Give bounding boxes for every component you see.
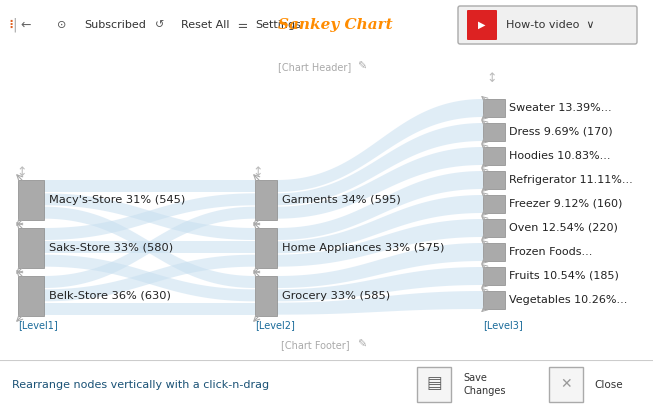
Text: Close: Close — [594, 380, 622, 389]
Polygon shape — [44, 241, 255, 253]
Polygon shape — [44, 303, 255, 315]
Polygon shape — [44, 255, 255, 301]
Text: How-to video  ∨: How-to video ∨ — [506, 20, 594, 30]
Text: Dress 9.69% (170): Dress 9.69% (170) — [509, 127, 613, 137]
Bar — [483, 195, 505, 213]
Polygon shape — [277, 123, 483, 205]
FancyBboxPatch shape — [467, 10, 497, 40]
Polygon shape — [44, 207, 255, 288]
Text: Sweater 13.39%...: Sweater 13.39%... — [509, 103, 612, 113]
Text: ↕: ↕ — [17, 166, 27, 178]
Text: Frozen Foods...: Frozen Foods... — [509, 247, 592, 257]
Text: Save
Changes: Save Changes — [463, 373, 505, 396]
Text: Reset All: Reset All — [181, 20, 229, 30]
Bar — [255, 276, 277, 316]
Text: Settings: Settings — [255, 20, 301, 30]
Text: Belk-Store 36% (630): Belk-Store 36% (630) — [49, 291, 171, 301]
Text: [Chart Header]: [Chart Header] — [278, 62, 351, 72]
Text: ✎: ✎ — [357, 62, 366, 72]
FancyBboxPatch shape — [417, 367, 451, 402]
Polygon shape — [44, 180, 255, 192]
Polygon shape — [44, 255, 255, 301]
Text: [Level1]: [Level1] — [18, 320, 57, 330]
Text: |: | — [12, 18, 18, 32]
Text: Garments 34% (595): Garments 34% (595) — [282, 195, 401, 205]
FancyBboxPatch shape — [458, 6, 637, 44]
Polygon shape — [277, 99, 483, 192]
Bar — [18, 228, 44, 268]
Bar — [483, 267, 505, 285]
Polygon shape — [277, 291, 483, 315]
Text: Home Appliances 33% (575): Home Appliances 33% (575) — [282, 243, 445, 253]
Bar — [18, 276, 44, 316]
Text: Hoodies 10.83%...: Hoodies 10.83%... — [509, 151, 611, 161]
Text: Refrigerator 11.11%...: Refrigerator 11.11%... — [509, 175, 633, 185]
Polygon shape — [277, 195, 483, 253]
Bar — [483, 147, 505, 165]
Text: Subscribed: Subscribed — [84, 20, 146, 30]
Text: Rearrange nodes vertically with a click-n-drag: Rearrange nodes vertically with a click-… — [12, 380, 269, 389]
Bar — [483, 243, 505, 261]
Text: ✕: ✕ — [560, 378, 572, 391]
Bar — [255, 228, 277, 268]
Text: Macy's-Store 31% (545): Macy's-Store 31% (545) — [49, 195, 185, 205]
Polygon shape — [277, 243, 483, 288]
Text: Grocery 33% (585): Grocery 33% (585) — [282, 291, 390, 301]
Text: ↕: ↕ — [486, 72, 497, 85]
Text: ←: ← — [21, 18, 31, 31]
Text: Vegetables 10.26%...: Vegetables 10.26%... — [509, 295, 628, 305]
Text: ⊙: ⊙ — [57, 20, 67, 30]
Text: Sankey Chart: Sankey Chart — [278, 18, 392, 32]
Polygon shape — [277, 171, 483, 240]
Polygon shape — [277, 147, 483, 219]
Text: Freezer 9.12% (160): Freezer 9.12% (160) — [509, 199, 622, 209]
Text: ▤: ▤ — [426, 373, 442, 391]
Polygon shape — [277, 267, 483, 301]
Text: Fruits 10.54% (185): Fruits 10.54% (185) — [509, 271, 619, 281]
Text: [Chart Footer]: [Chart Footer] — [281, 340, 349, 350]
Text: [Level3]: [Level3] — [483, 320, 523, 330]
Text: [Level2]: [Level2] — [255, 320, 295, 330]
Bar — [18, 180, 44, 220]
Text: ↺: ↺ — [155, 20, 165, 30]
Bar — [483, 99, 505, 117]
FancyBboxPatch shape — [549, 367, 583, 402]
Text: Oven 12.54% (220): Oven 12.54% (220) — [509, 223, 618, 233]
Text: ⋮: ⋮ — [5, 20, 16, 30]
Text: Saks-Store 33% (580): Saks-Store 33% (580) — [49, 243, 173, 253]
Bar — [255, 180, 277, 220]
Bar — [483, 219, 505, 237]
Polygon shape — [44, 193, 255, 240]
Bar — [483, 171, 505, 189]
Text: ▶: ▶ — [478, 20, 486, 30]
Polygon shape — [44, 193, 255, 240]
Text: ✎: ✎ — [357, 340, 366, 350]
Bar — [483, 123, 505, 141]
Bar — [483, 291, 505, 309]
Text: ↕: ↕ — [253, 166, 263, 178]
Polygon shape — [277, 219, 483, 267]
Polygon shape — [44, 207, 255, 288]
Text: ⚌: ⚌ — [237, 20, 247, 30]
